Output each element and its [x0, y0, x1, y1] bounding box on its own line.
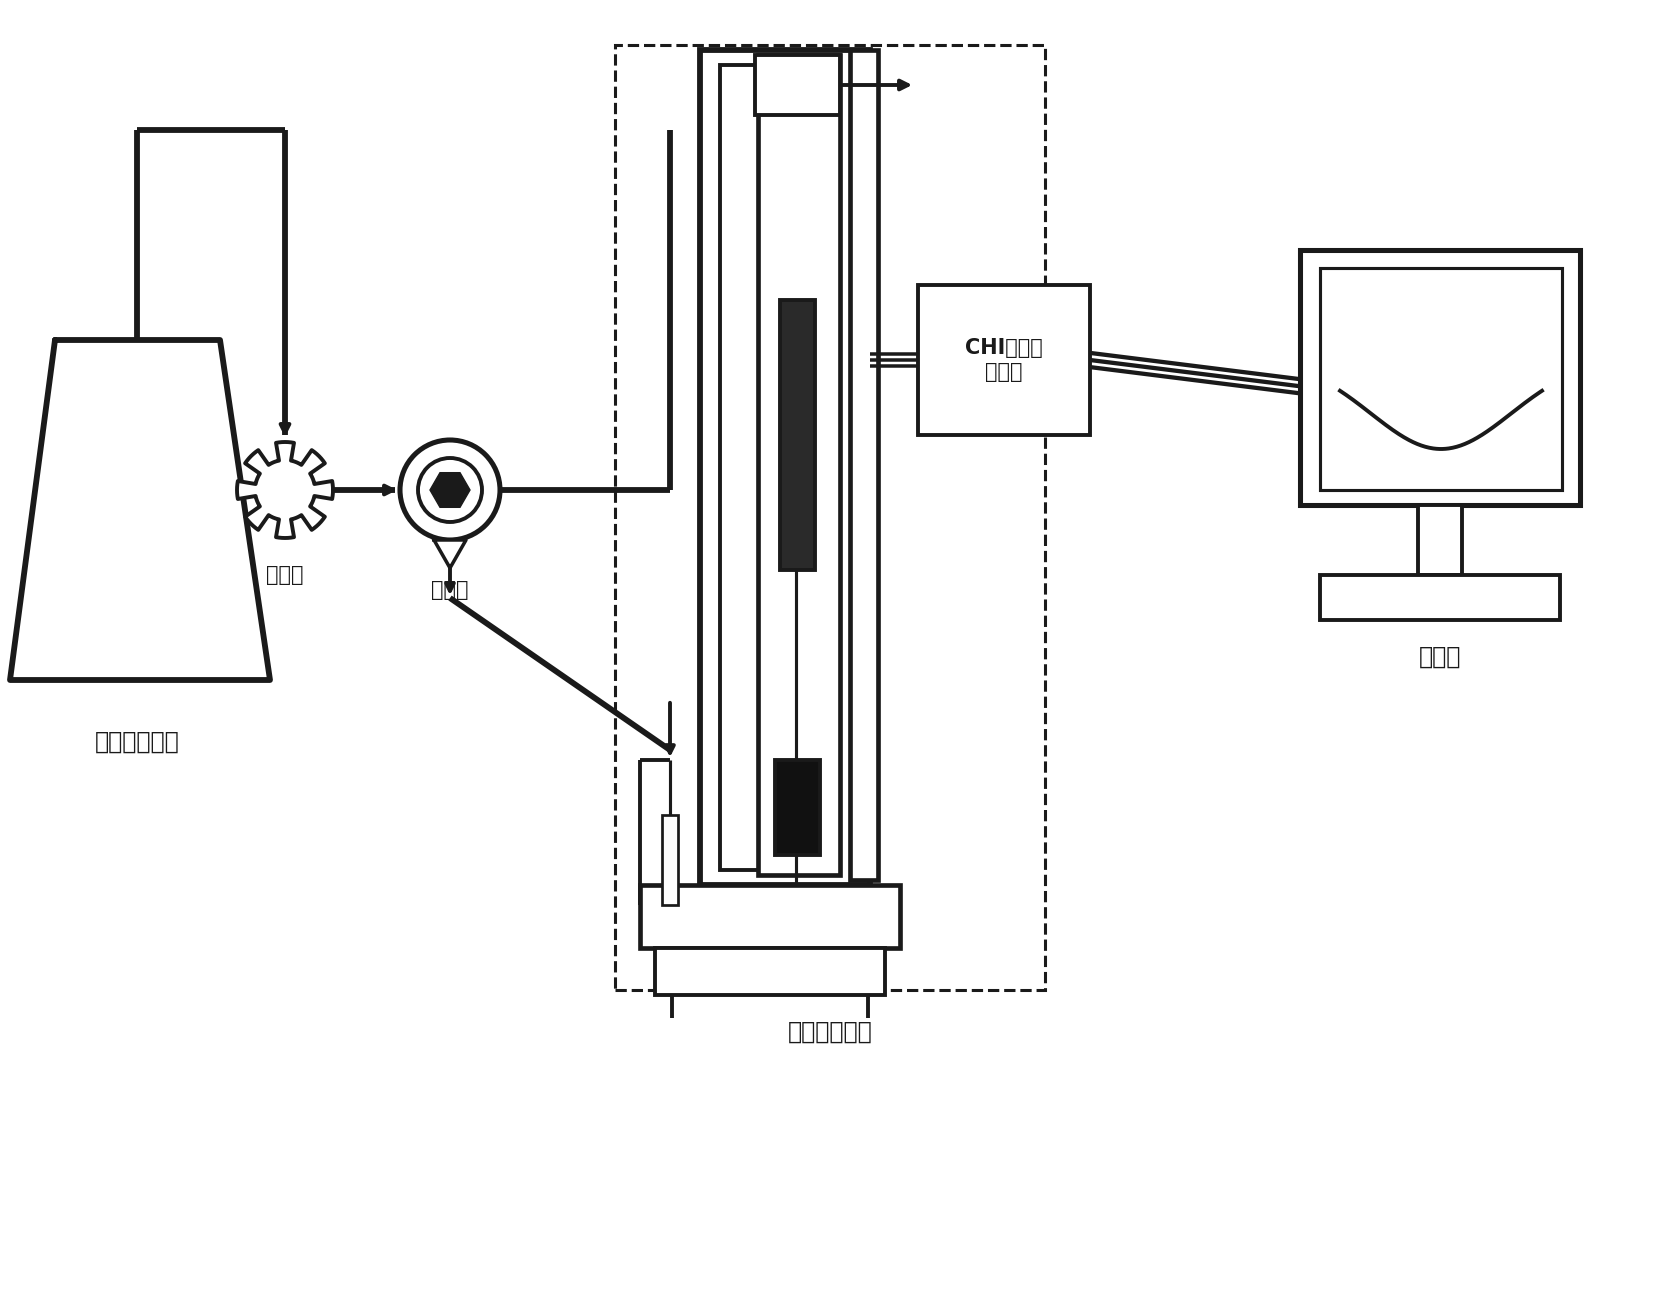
Bar — [1320, 575, 1559, 620]
Text: 流动相贮存池: 流动相贮存池 — [94, 730, 179, 754]
Bar — [662, 816, 678, 905]
Text: 分析检测系统: 分析检测系统 — [787, 1020, 873, 1045]
Polygon shape — [236, 442, 333, 538]
Bar — [700, 50, 869, 885]
Bar — [640, 885, 899, 948]
Bar — [849, 50, 878, 880]
Polygon shape — [434, 541, 466, 568]
Bar — [776, 761, 821, 855]
Bar — [1300, 250, 1580, 505]
Bar — [655, 948, 884, 995]
Bar — [1419, 505, 1462, 575]
Text: CHI电化学
工作站: CHI电化学 工作站 — [965, 339, 1044, 382]
Bar — [1320, 268, 1563, 490]
Bar — [720, 65, 770, 870]
Bar — [781, 300, 816, 569]
Text: 计算机: 计算机 — [1419, 645, 1461, 669]
Bar — [755, 55, 839, 115]
Text: 蠕动泵: 蠕动泵 — [266, 565, 303, 585]
Bar — [615, 45, 1045, 990]
Text: 进样器: 进样器 — [430, 580, 469, 600]
Bar — [759, 55, 839, 874]
Polygon shape — [430, 473, 471, 508]
Bar — [918, 285, 1090, 435]
